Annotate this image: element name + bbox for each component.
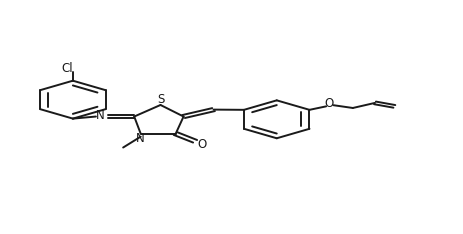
Text: S: S — [156, 93, 164, 106]
Text: O: O — [324, 97, 333, 110]
Text: N: N — [96, 109, 105, 122]
Text: N: N — [135, 132, 144, 145]
Text: Cl: Cl — [62, 62, 73, 75]
Text: O: O — [196, 138, 206, 151]
